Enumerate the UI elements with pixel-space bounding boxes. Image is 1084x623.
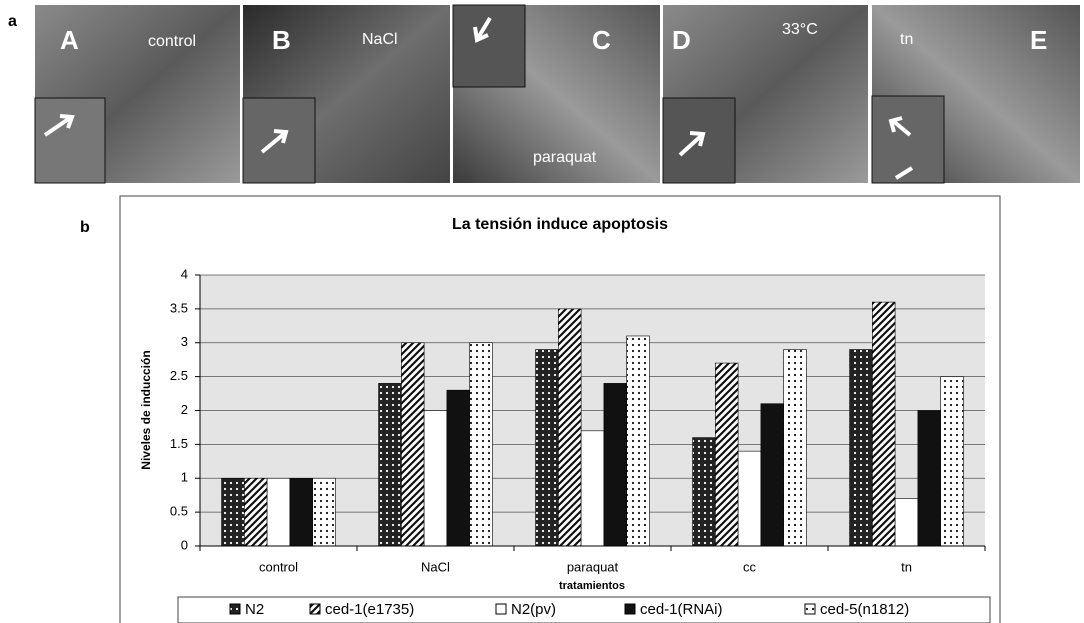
bar — [447, 390, 470, 546]
bar — [558, 309, 581, 546]
x-tick-label: NaCl — [421, 559, 450, 574]
bar — [627, 336, 650, 546]
legend-label: N2(pv) — [511, 601, 556, 618]
legend-swatch — [230, 604, 240, 614]
bar — [918, 411, 941, 547]
y-tick-label: 0 — [181, 537, 188, 552]
y-tick-label: 2 — [181, 402, 188, 417]
y-tick-label: 3.5 — [170, 300, 188, 315]
bar — [850, 350, 873, 546]
bar — [536, 350, 559, 546]
bar — [761, 404, 784, 546]
panel-label: tn — [900, 31, 913, 48]
bar — [290, 478, 313, 546]
legend-swatch — [805, 604, 815, 614]
legend-label: ced-5(n1812) — [820, 601, 909, 618]
bar — [895, 499, 918, 546]
panel-label: control — [148, 33, 196, 50]
bar — [313, 478, 336, 546]
bar — [693, 438, 716, 546]
bar — [222, 478, 245, 546]
y-tick-label: 1.5 — [170, 436, 188, 451]
panel-letter: D — [672, 25, 691, 55]
bar — [715, 363, 738, 546]
y-tick-label: 0.5 — [170, 504, 188, 519]
panel-letter: A — [60, 25, 79, 55]
figure: a A control B NaCl C paraquat D 33°C E t… — [0, 0, 1084, 623]
x-tick-label: cc — [743, 559, 757, 574]
inset — [453, 5, 525, 87]
y-tick-label: 3 — [181, 334, 188, 349]
bar — [401, 343, 424, 546]
y-tick-label: 4 — [181, 266, 188, 281]
legend-label: ced-1(e1735) — [325, 601, 414, 618]
x-tick-label: tn — [901, 559, 912, 574]
panel-label: NaCl — [362, 31, 398, 48]
panel-label: 33°C — [782, 21, 818, 38]
figure-label: b — [80, 219, 90, 236]
bar — [581, 431, 604, 546]
panel-letter: B — [272, 25, 291, 55]
bar — [244, 478, 267, 546]
bar — [604, 383, 627, 546]
legend-label: ced-1(RNAi) — [640, 601, 723, 618]
bar — [267, 478, 290, 546]
y-tick-label: 1 — [181, 470, 188, 485]
y-tick-label: 2.5 — [170, 368, 188, 383]
legend-swatch — [496, 604, 506, 614]
bar — [872, 302, 895, 546]
legend-swatch — [625, 604, 635, 614]
panel-letter: C — [592, 25, 611, 55]
figure-label: a — [8, 13, 17, 30]
x-axis-label: tratamientos — [559, 580, 625, 592]
x-tick-label: control — [259, 559, 298, 574]
legend-swatch — [310, 604, 320, 614]
bar — [379, 383, 402, 546]
bar — [424, 411, 447, 547]
bar — [738, 451, 761, 546]
y-axis-label: Niveles de inducción — [139, 350, 153, 469]
legend-label: N2 — [245, 601, 264, 618]
x-tick-label: paraquat — [567, 559, 619, 574]
panel-letter: E — [1030, 25, 1047, 55]
inset — [663, 98, 735, 183]
bar — [470, 343, 493, 546]
inset — [35, 98, 105, 183]
panel-label: paraquat — [533, 149, 597, 166]
chart-title: La tensión induce apoptosis — [452, 216, 668, 233]
bar — [941, 377, 964, 546]
bar — [784, 350, 807, 546]
